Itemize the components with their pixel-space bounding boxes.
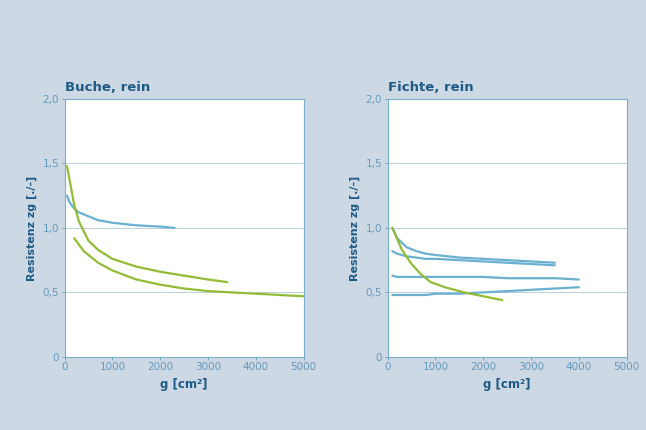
X-axis label: g [cm²]: g [cm²] — [160, 378, 208, 391]
Text: Fichte, rein: Fichte, rein — [388, 80, 474, 94]
Y-axis label: Resistenz zg [./-]: Resistenz zg [./-] — [26, 175, 37, 280]
X-axis label: g [cm²]: g [cm²] — [483, 378, 531, 391]
Text: Buche, rein: Buche, rein — [65, 80, 150, 94]
Y-axis label: Resistenz zg [./-]: Resistenz zg [./-] — [349, 175, 360, 280]
